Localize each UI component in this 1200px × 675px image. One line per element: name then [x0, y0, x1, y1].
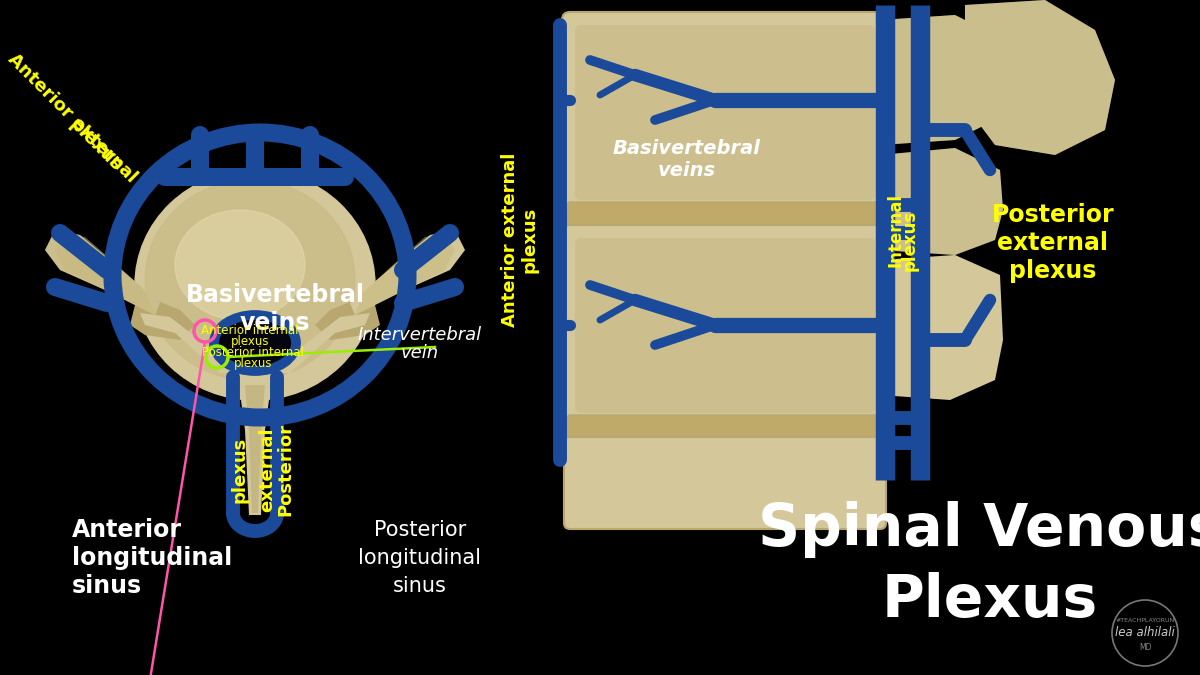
Polygon shape [55, 233, 155, 315]
Text: external: external [997, 231, 1109, 255]
Polygon shape [46, 230, 160, 315]
Text: lea alhilali: lea alhilali [1115, 626, 1175, 639]
Text: Posterior: Posterior [991, 203, 1115, 227]
Polygon shape [314, 300, 380, 340]
Text: longitudinal: longitudinal [359, 548, 481, 568]
Polygon shape [350, 230, 466, 315]
Polygon shape [880, 15, 1006, 145]
Polygon shape [130, 300, 194, 340]
Text: sinus: sinus [394, 576, 446, 596]
Text: MD: MD [1139, 643, 1151, 653]
Polygon shape [880, 255, 1003, 400]
Polygon shape [965, 0, 1115, 155]
Polygon shape [233, 373, 277, 515]
Text: veins: veins [658, 161, 716, 180]
Polygon shape [965, 0, 1115, 155]
FancyBboxPatch shape [575, 25, 875, 200]
Text: sinus: sinus [72, 574, 142, 598]
Text: Spinal Venous: Spinal Venous [757, 502, 1200, 558]
Text: plexus: plexus [234, 358, 272, 371]
Text: longitudinal: longitudinal [72, 546, 233, 570]
Text: Anterior: Anterior [72, 518, 182, 542]
Text: external: external [258, 428, 276, 512]
FancyBboxPatch shape [562, 12, 888, 213]
Polygon shape [245, 385, 265, 513]
Text: Anterior external: Anterior external [502, 153, 520, 327]
Polygon shape [46, 230, 160, 315]
Text: Posterior: Posterior [276, 423, 294, 516]
Text: Posterior: Posterior [374, 520, 466, 540]
Polygon shape [880, 148, 1003, 255]
Ellipse shape [145, 180, 355, 380]
Ellipse shape [175, 210, 305, 320]
Polygon shape [280, 313, 370, 373]
Text: Anterior internal: Anterior internal [202, 325, 299, 338]
Polygon shape [880, 148, 1003, 255]
Text: Posterior internal: Posterior internal [202, 346, 304, 360]
FancyBboxPatch shape [575, 238, 875, 413]
Text: plexus: plexus [65, 115, 125, 175]
Text: Internal: Internal [886, 193, 904, 267]
Text: plexus: plexus [521, 207, 539, 273]
Text: Basivertebral: Basivertebral [186, 283, 365, 307]
FancyBboxPatch shape [568, 415, 883, 446]
FancyBboxPatch shape [562, 225, 888, 426]
Ellipse shape [214, 315, 296, 371]
Text: Plexus: Plexus [882, 572, 1098, 628]
FancyBboxPatch shape [568, 202, 883, 236]
Text: plexus: plexus [230, 335, 269, 348]
Text: plexus: plexus [901, 209, 919, 271]
Polygon shape [140, 313, 230, 373]
Text: plexus: plexus [1009, 259, 1097, 283]
Text: Anterior external: Anterior external [4, 50, 140, 186]
Text: Intervertebral: Intervertebral [358, 326, 482, 344]
Text: plexus: plexus [230, 437, 250, 503]
Text: #TEACHPLAYORUN: #TEACHPLAYORUN [1115, 618, 1175, 622]
FancyBboxPatch shape [564, 437, 886, 529]
Ellipse shape [211, 312, 299, 374]
Text: veins: veins [240, 311, 311, 335]
Polygon shape [880, 15, 1006, 145]
Text: Basivertebral: Basivertebral [613, 138, 761, 157]
Ellipse shape [134, 170, 374, 400]
Text: vein: vein [401, 344, 439, 362]
Polygon shape [355, 233, 455, 315]
